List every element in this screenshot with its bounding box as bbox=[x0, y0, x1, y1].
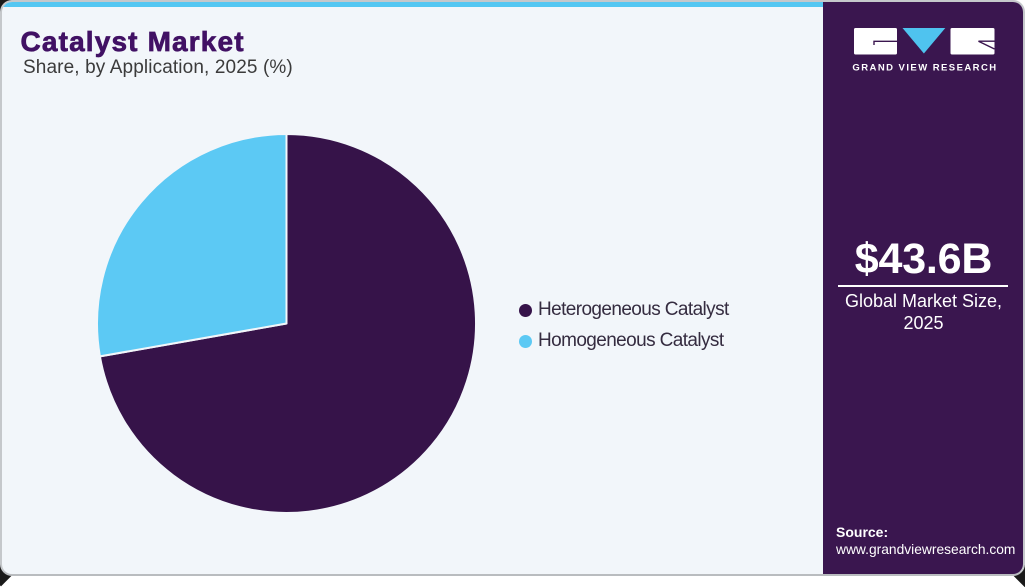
svg-text:GRAND VIEW RESEARCH: GRAND VIEW RESEARCH bbox=[852, 63, 997, 74]
